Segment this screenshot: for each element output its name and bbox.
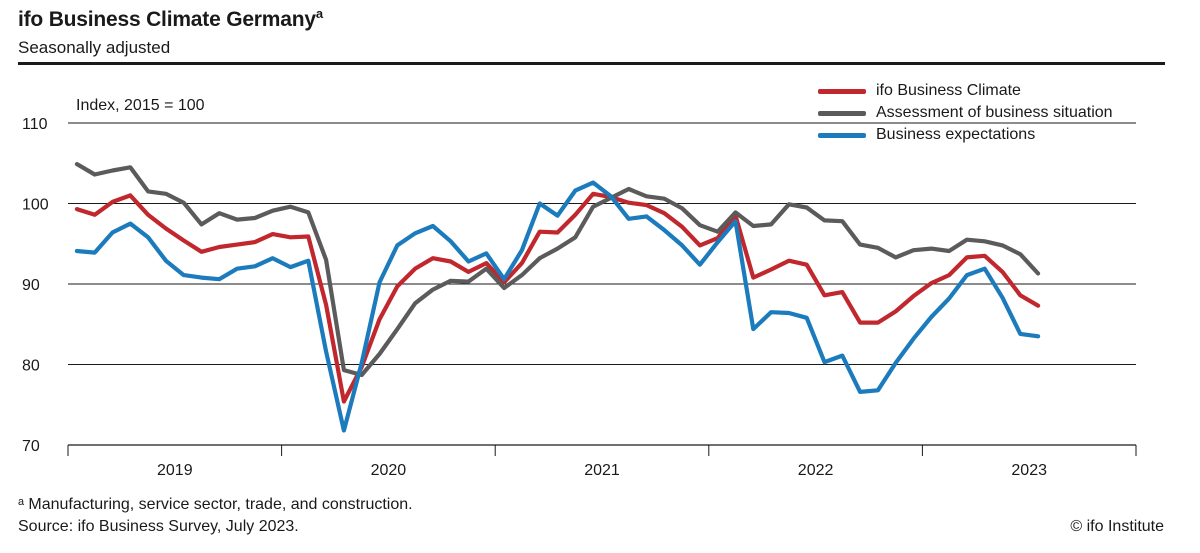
y-tick-label-90: 90: [22, 277, 40, 294]
chart-subtitle: Seasonally adjusted: [18, 38, 171, 57]
legend-swatch-business-climate: [818, 88, 866, 94]
x-tick-label-2021: 2021: [584, 462, 620, 479]
chart-legend: ifo Business Climate Assessment of busin…: [818, 80, 1113, 146]
axis-labels: 70 80 90 100 110 2019 2020 2021 2022 2023 Index, 2…: [22, 97, 1047, 479]
legend-label-business-expectations: Business expectations: [876, 126, 1036, 143]
legend-item-business-situation: Assessment of business situation: [818, 102, 1113, 124]
title-superscript: a: [315, 6, 323, 21]
footnote: ᵃ Manufacturing, service sector, trade, …: [18, 496, 413, 513]
legend-item-business-climate: ifo Business Climate: [818, 80, 1113, 102]
x-axis: [67, 444, 1137, 456]
series-line-assessment-of-business-situation: [74, 162, 1041, 378]
series-line-business-expectations: [74, 180, 1041, 433]
legend-swatch-business-expectations: [818, 132, 866, 138]
chart-title-text: ifo Business Climate Germany: [18, 8, 316, 31]
legend-swatch-business-situation: [818, 110, 866, 116]
y-tick-label-80: 80: [22, 358, 40, 375]
source-note: Source: ifo Business Survey, July 2023.: [18, 518, 299, 535]
y-axis-label: Index, 2015 = 100: [76, 97, 205, 114]
x-tick-label-2019: 2019: [157, 462, 193, 479]
y-tick-label-100: 100: [22, 197, 49, 214]
chart-title: ifo Business Climate Germanya: [18, 6, 323, 32]
x-tick-label-2020: 2020: [371, 462, 407, 479]
series-lines: [74, 162, 1041, 433]
x-tick-label-2022: 2022: [798, 462, 834, 479]
series-line-ifo-business-climate: [74, 191, 1041, 404]
y-tick-label-70: 70: [22, 438, 40, 455]
copyright: © ifo Institute: [1070, 518, 1164, 535]
legend-label-business-climate: ifo Business Climate: [876, 82, 1021, 99]
x-tick-label-2023: 2023: [1011, 462, 1047, 479]
title-rule: [18, 62, 1165, 65]
legend-label-business-situation: Assessment of business situation: [876, 104, 1113, 121]
y-tick-label-110: 110: [22, 116, 48, 133]
legend-item-business-expectations: Business expectations: [818, 124, 1113, 146]
